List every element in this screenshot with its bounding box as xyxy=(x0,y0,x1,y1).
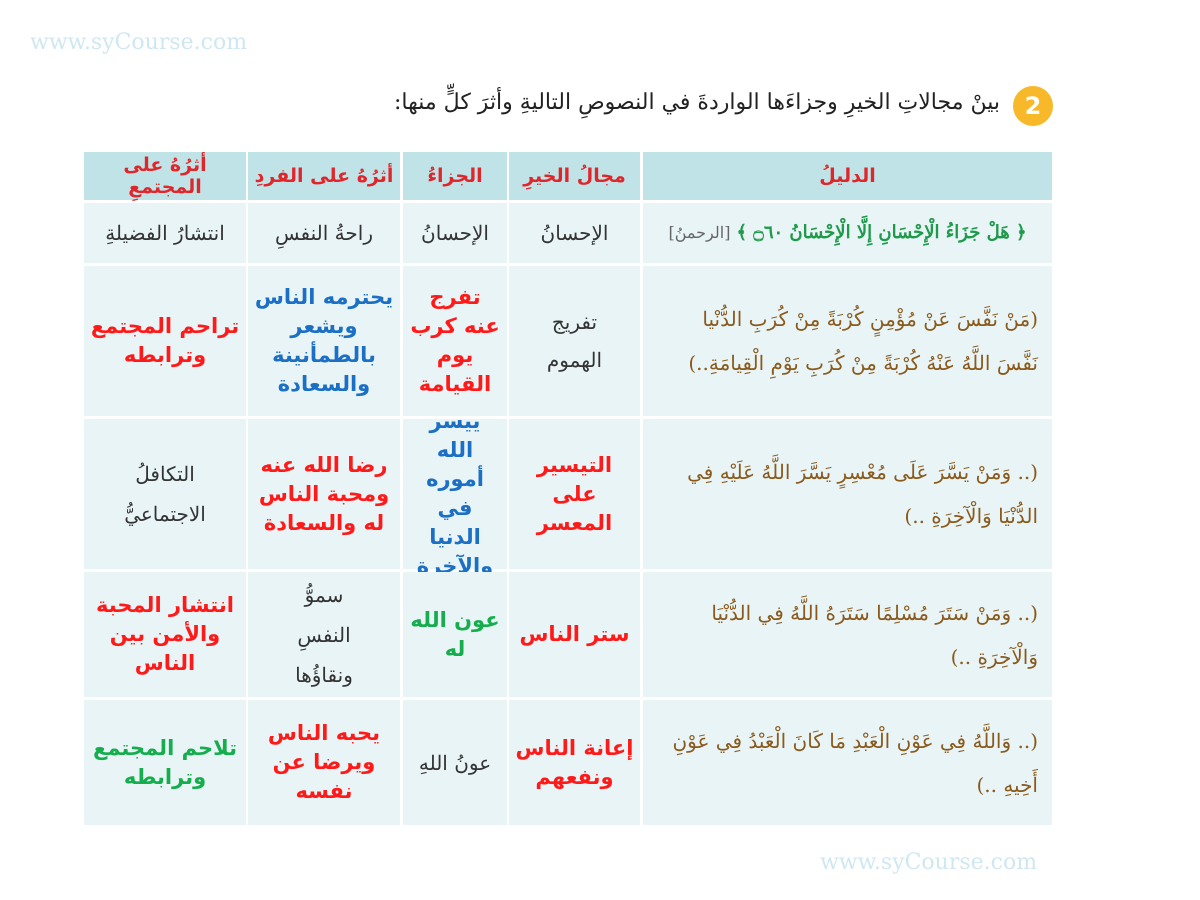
answer-r2-individual: يحترمه الناس ويشعر بالطمأنينة والسعادة xyxy=(254,285,394,396)
row1-reward: الإحسانُ xyxy=(403,203,507,263)
row3-society: التكافلُ الاجتماعيُّ xyxy=(84,419,246,569)
answer-r2-society: تراحم المجتمع وترابطه xyxy=(90,314,240,367)
question-number-badge: 2 xyxy=(1013,86,1053,126)
row4-society: انتشار المحبة والأمن بين الناس xyxy=(84,572,246,697)
row1-society: انتشارُ الفضيلةِ xyxy=(84,203,246,263)
surah-name: [الرحمنُ] xyxy=(668,223,731,242)
row3-evidence: (.. وَمَنْ يَسَّرَ عَلَى مُعْسِرٍ يَسَّر… xyxy=(643,419,1052,569)
row5-field: إعانة الناس ونفعهم xyxy=(509,700,640,825)
quran-verse: ﴿ هَلْ جَزَاءُ الْإِحْسَانِ إِلَّا الْإِ… xyxy=(736,222,1027,243)
row1-field: الإحسانُ xyxy=(509,203,640,263)
answer-r3-reward: ييسر الله أموره في الدنيا والآخرة xyxy=(416,409,494,578)
header-society: أثرُهُ على المجتمعِ xyxy=(84,152,246,200)
answer-r3-individual: رضا الله عنه ومحبة الناس له والسعادة xyxy=(258,452,390,535)
row4-evidence: (.. وَمَنْ سَتَرَ مُسْلِمًا سَتَرَهُ الل… xyxy=(643,572,1052,697)
row4-individual: سموُّ النفسِ ونقاؤُها xyxy=(248,572,400,697)
answer-r4-field: ستر الناس xyxy=(519,622,630,646)
answer-r5-society: تلاحم المجتمع وترابطه xyxy=(92,735,238,789)
row4-reward: عون الله له xyxy=(403,572,507,697)
row2-field: تفريج الهموم xyxy=(509,266,640,416)
answer-r5-individual: يحبه الناس ويرضا عن نفسه xyxy=(267,721,381,803)
header-evidence: الدليلُ xyxy=(643,152,1052,200)
row5-society: تلاحم المجتمع وترابطه xyxy=(84,700,246,825)
row5-evidence: (.. وَاللَّهُ فِي عَوْنِ الْعَبْدِ مَا ك… xyxy=(643,700,1052,825)
row2-individual: يحترمه الناس ويشعر بالطمأنينة والسعادة xyxy=(248,266,400,416)
header-reward: الجزاءُ xyxy=(403,152,507,200)
watermark: www.syCourse.com xyxy=(820,850,1038,875)
header-field: مجالُ الخيرِ xyxy=(509,152,640,200)
row5-individual: يحبه الناس ويرضا عن نفسه xyxy=(248,700,400,825)
answer-r2-reward: تفرج عنه كرب يوم القيامة xyxy=(410,285,500,396)
row3-reward: ييسر الله أموره في الدنيا والآخرة xyxy=(403,409,507,578)
row2-reward: تفرج عنه كرب يوم القيامة xyxy=(403,266,507,416)
row5-reward: عونُ اللهِ xyxy=(403,700,507,825)
row3-individual: رضا الله عنه ومحبة الناس له والسعادة xyxy=(248,419,400,569)
row2-evidence: (مَنْ نَفَّسَ عَنْ مُؤْمِنٍ كُرْبَةً مِن… xyxy=(643,266,1052,416)
question-text: بينْ مجالاتِ الخيرِ وجزاءَها الواردةَ في… xyxy=(394,90,1000,115)
answer-r3-field: التيسير على المعسر xyxy=(536,452,613,535)
row4-field: ستر الناس xyxy=(509,572,640,697)
answer-r4-reward: عون الله له xyxy=(410,607,500,661)
row3-field: التيسير على المعسر xyxy=(509,419,640,569)
row1-evidence: ﴿ هَلْ جَزَاءُ الْإِحْسَانِ إِلَّا الْإِ… xyxy=(643,203,1052,263)
row2-society: تراحم المجتمع وترابطه xyxy=(84,266,246,416)
answer-r4-society: انتشار المحبة والأمن بين الناس xyxy=(96,593,234,675)
header-individual: أثرُهُ على الفردِ xyxy=(248,152,400,200)
watermark: www.syCourse.com xyxy=(30,30,248,55)
answer-r5-field: إعانة الناس ونفعهم xyxy=(515,735,634,789)
row1-individual: راحةُ النفسِ xyxy=(248,203,400,263)
